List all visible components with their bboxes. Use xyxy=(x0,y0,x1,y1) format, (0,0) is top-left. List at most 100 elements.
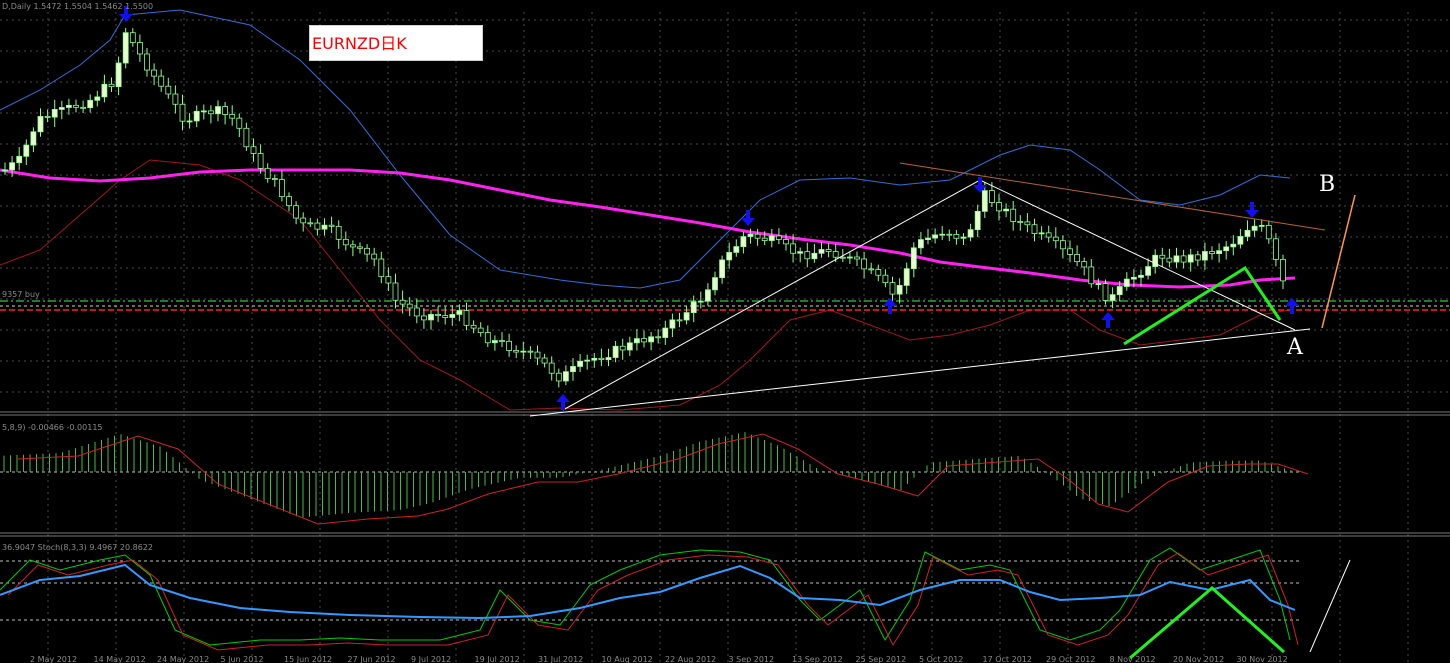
candle-body xyxy=(733,246,740,253)
candle-body xyxy=(996,202,1002,212)
candle-body xyxy=(790,243,796,254)
down-arrow-icon xyxy=(746,210,750,219)
candle-body xyxy=(1194,254,1201,261)
candle-body xyxy=(1123,278,1130,287)
candle-body xyxy=(449,314,456,318)
x-tick-label: 3 Sep 2012 xyxy=(729,655,775,663)
candle-body xyxy=(371,253,378,260)
candle-body xyxy=(364,247,371,255)
candle-body xyxy=(278,179,285,198)
candle-body xyxy=(598,357,605,360)
candle-body xyxy=(882,274,889,284)
up-arrow-icon xyxy=(888,305,892,314)
candle-body xyxy=(321,224,328,230)
candle-body xyxy=(1074,254,1080,263)
signal-arrows xyxy=(119,6,1299,410)
candle-body xyxy=(51,109,58,118)
candle-body xyxy=(626,342,633,351)
x-tick-label: 14 May 2012 xyxy=(94,655,146,663)
x-tick-label: 24 May 2012 xyxy=(157,655,209,663)
candle-body xyxy=(918,239,924,249)
candle-body xyxy=(662,327,669,338)
candle-body xyxy=(868,268,875,271)
candle-body xyxy=(1138,274,1144,278)
candle-body xyxy=(357,246,363,249)
candle-body xyxy=(392,282,399,301)
candle-body xyxy=(939,233,946,236)
candle-body xyxy=(413,307,420,317)
candle-body xyxy=(1017,221,1024,223)
candle-body xyxy=(705,289,711,302)
stochastic-panel xyxy=(0,547,1351,660)
candle-body xyxy=(1230,243,1237,248)
candle-body xyxy=(563,371,569,382)
candle-body xyxy=(66,104,72,108)
up-arrow-icon xyxy=(561,401,565,410)
candle-body xyxy=(229,114,236,119)
candle-body xyxy=(847,256,853,259)
down-arrow-icon xyxy=(1245,210,1259,218)
candle-body xyxy=(1095,283,1102,285)
candle-body xyxy=(1031,224,1038,235)
candle-body xyxy=(548,362,555,374)
candle-body xyxy=(1067,248,1073,255)
candle-body xyxy=(1060,240,1066,250)
x-tick-label: 10 Aug 2012 xyxy=(602,655,653,663)
candle-body xyxy=(151,69,158,77)
candle-body xyxy=(910,247,917,270)
up-arrow-icon xyxy=(883,298,897,306)
candle-body xyxy=(591,357,598,361)
up-arrow-icon xyxy=(1106,319,1110,328)
candle-body xyxy=(534,351,541,359)
candle-body xyxy=(1258,224,1265,227)
candle-body xyxy=(1045,232,1052,238)
candle-body xyxy=(896,285,903,295)
candle-body xyxy=(58,107,65,110)
stoch-white-line xyxy=(1309,559,1351,653)
candle-body xyxy=(1010,208,1017,222)
candle-body xyxy=(37,116,44,133)
candle-body xyxy=(215,106,221,115)
candle-body xyxy=(1251,225,1258,231)
candle-body xyxy=(960,236,967,239)
candle-body xyxy=(200,110,207,113)
symbol-title-box: EURNZD日K xyxy=(309,25,483,61)
x-tick-label: 30 Nov 2012 xyxy=(1237,655,1288,663)
candle-body xyxy=(875,269,882,276)
x-tick-label: 9 Jul 2012 xyxy=(411,655,451,663)
macd-label: 5,8,9) -0.00466 -0.00115 xyxy=(2,423,103,432)
candle-body xyxy=(470,324,477,329)
x-tick-label: 15 Jun 2012 xyxy=(284,655,332,663)
candle-body xyxy=(484,332,491,344)
point-a-label: A xyxy=(1287,335,1303,360)
candle-body xyxy=(953,234,960,239)
macd-panel xyxy=(0,432,1309,525)
candle-body xyxy=(981,190,988,212)
horizontal-levels xyxy=(0,300,1450,311)
candle-body xyxy=(1265,224,1272,240)
candle-body xyxy=(108,83,115,88)
candle-body xyxy=(115,62,122,88)
x-tick-label: 8 Nov 2012 xyxy=(1110,655,1156,663)
down-arrow-icon xyxy=(978,177,982,186)
candle-body xyxy=(697,300,704,303)
trendline-resistance xyxy=(899,162,1326,231)
candle-body xyxy=(974,210,981,231)
bollinger-upper xyxy=(0,9,1291,289)
candle-body xyxy=(30,131,37,146)
candle-body xyxy=(1145,266,1151,276)
candle-body xyxy=(726,252,733,261)
pattern-green-stoch xyxy=(1129,586,1285,660)
macd-signal-line xyxy=(17,433,1309,525)
candle-body xyxy=(456,310,463,315)
candle-body xyxy=(676,319,683,322)
candle-body xyxy=(527,350,534,353)
candle-body xyxy=(1187,254,1194,263)
candle-body xyxy=(342,238,349,246)
candle-body xyxy=(73,104,79,108)
candle-body xyxy=(818,249,825,254)
candle-body xyxy=(442,315,449,318)
candle-body xyxy=(328,224,335,227)
candle-body xyxy=(1180,255,1187,263)
